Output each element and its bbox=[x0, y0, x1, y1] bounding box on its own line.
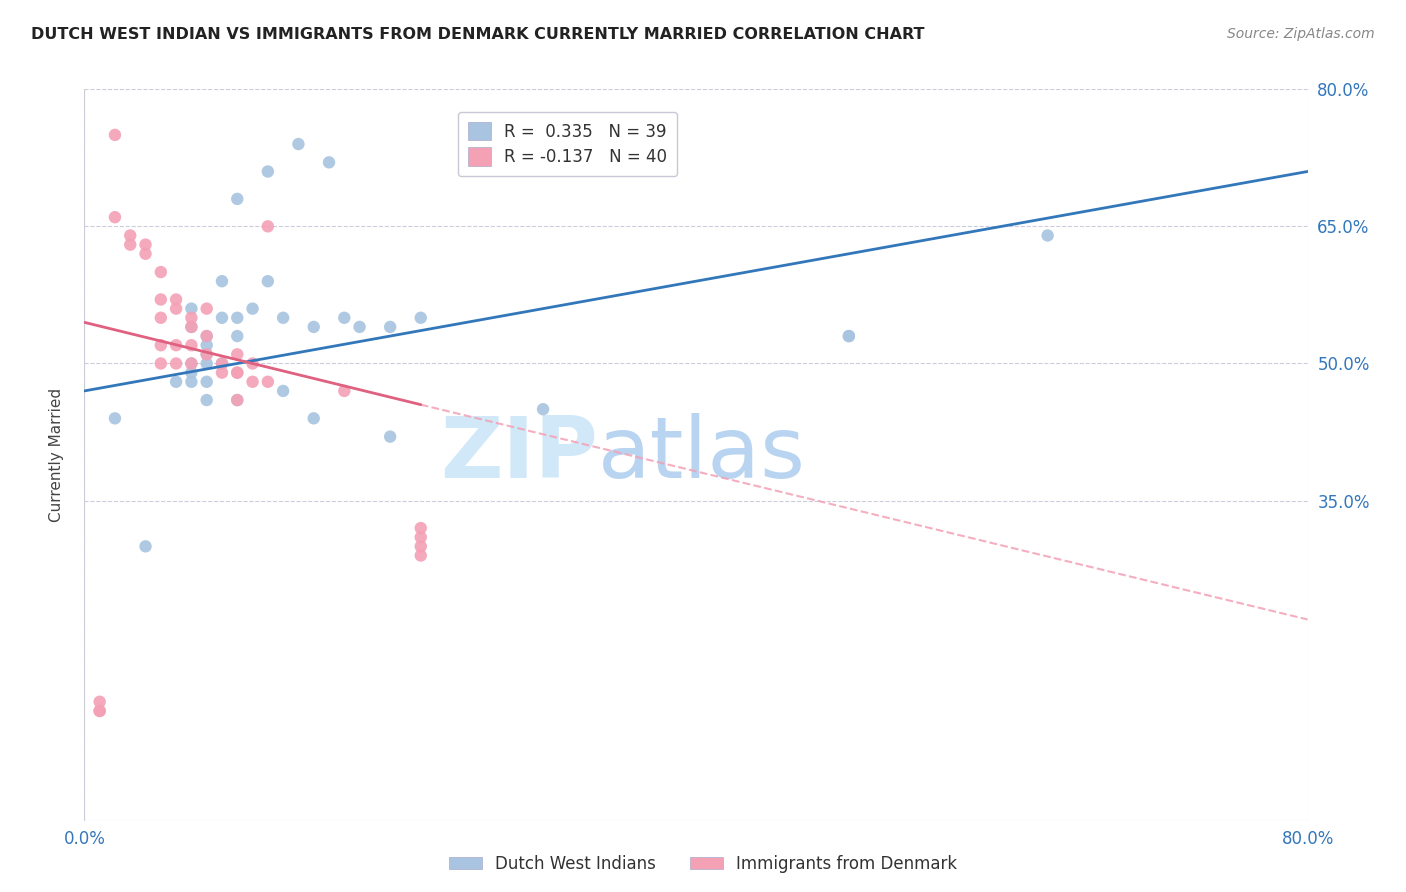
Point bbox=[226, 192, 249, 206]
Point bbox=[226, 347, 249, 361]
Point bbox=[165, 338, 187, 352]
Point bbox=[287, 136, 309, 151]
Point bbox=[135, 246, 157, 260]
Point bbox=[195, 392, 218, 407]
Point bbox=[195, 347, 218, 361]
Point bbox=[333, 384, 356, 398]
Point bbox=[409, 530, 432, 544]
Point bbox=[135, 539, 157, 553]
Point bbox=[226, 366, 249, 380]
Point bbox=[226, 392, 249, 407]
Point bbox=[149, 265, 172, 279]
Point bbox=[135, 237, 157, 252]
Point bbox=[165, 375, 187, 389]
Point bbox=[180, 319, 202, 334]
Point bbox=[180, 375, 202, 389]
Point bbox=[380, 430, 402, 444]
Point bbox=[242, 356, 264, 371]
Point bbox=[226, 329, 249, 343]
Point bbox=[180, 310, 202, 325]
Text: atlas: atlas bbox=[598, 413, 806, 497]
Point bbox=[211, 356, 233, 371]
Point bbox=[104, 210, 127, 224]
Point bbox=[195, 338, 218, 352]
Point bbox=[195, 301, 218, 316]
Point bbox=[838, 329, 860, 343]
Point bbox=[195, 356, 218, 371]
Point bbox=[409, 549, 432, 563]
Text: Source: ZipAtlas.com: Source: ZipAtlas.com bbox=[1227, 27, 1375, 41]
Point bbox=[180, 356, 202, 371]
Text: ZIP: ZIP bbox=[440, 413, 598, 497]
Point bbox=[1036, 228, 1059, 243]
Point bbox=[409, 310, 432, 325]
Point bbox=[211, 274, 233, 288]
Text: DUTCH WEST INDIAN VS IMMIGRANTS FROM DENMARK CURRENTLY MARRIED CORRELATION CHART: DUTCH WEST INDIAN VS IMMIGRANTS FROM DEN… bbox=[31, 27, 924, 42]
Point bbox=[89, 704, 111, 718]
Point bbox=[149, 356, 172, 371]
Point bbox=[180, 338, 202, 352]
Point bbox=[226, 392, 249, 407]
Point bbox=[149, 310, 172, 325]
Y-axis label: Currently Married: Currently Married bbox=[49, 388, 63, 522]
Point bbox=[333, 310, 356, 325]
Point bbox=[349, 319, 371, 334]
Point bbox=[242, 375, 264, 389]
Point bbox=[180, 319, 202, 334]
Point bbox=[149, 293, 172, 307]
Point bbox=[180, 356, 202, 371]
Point bbox=[211, 310, 233, 325]
Point bbox=[257, 219, 280, 234]
Point bbox=[271, 384, 294, 398]
Point bbox=[195, 329, 218, 343]
Point bbox=[180, 366, 202, 380]
Point bbox=[380, 319, 402, 334]
Point bbox=[211, 366, 233, 380]
Point bbox=[165, 293, 187, 307]
Point bbox=[180, 301, 202, 316]
Legend: Dutch West Indians, Immigrants from Denmark: Dutch West Indians, Immigrants from Denm… bbox=[441, 848, 965, 880]
Point bbox=[302, 319, 325, 334]
Point bbox=[271, 310, 294, 325]
Point bbox=[89, 695, 111, 709]
Point bbox=[409, 521, 432, 535]
Point bbox=[195, 347, 218, 361]
Point bbox=[89, 704, 111, 718]
Point bbox=[318, 155, 340, 169]
Point bbox=[104, 128, 127, 142]
Point bbox=[120, 228, 142, 243]
Point bbox=[149, 338, 172, 352]
Point bbox=[104, 411, 127, 425]
Point bbox=[211, 356, 233, 371]
Point bbox=[165, 301, 187, 316]
Point bbox=[226, 310, 249, 325]
Legend: R =  0.335   N = 39, R = -0.137   N = 40: R = 0.335 N = 39, R = -0.137 N = 40 bbox=[458, 112, 678, 176]
Point bbox=[195, 329, 218, 343]
Point bbox=[226, 366, 249, 380]
Point bbox=[257, 274, 280, 288]
Point bbox=[838, 329, 860, 343]
Point bbox=[195, 375, 218, 389]
Point bbox=[257, 164, 280, 178]
Point bbox=[531, 402, 554, 417]
Point bbox=[302, 411, 325, 425]
Point bbox=[257, 375, 280, 389]
Point bbox=[165, 356, 187, 371]
Point bbox=[120, 237, 142, 252]
Point bbox=[409, 539, 432, 553]
Point bbox=[242, 301, 264, 316]
